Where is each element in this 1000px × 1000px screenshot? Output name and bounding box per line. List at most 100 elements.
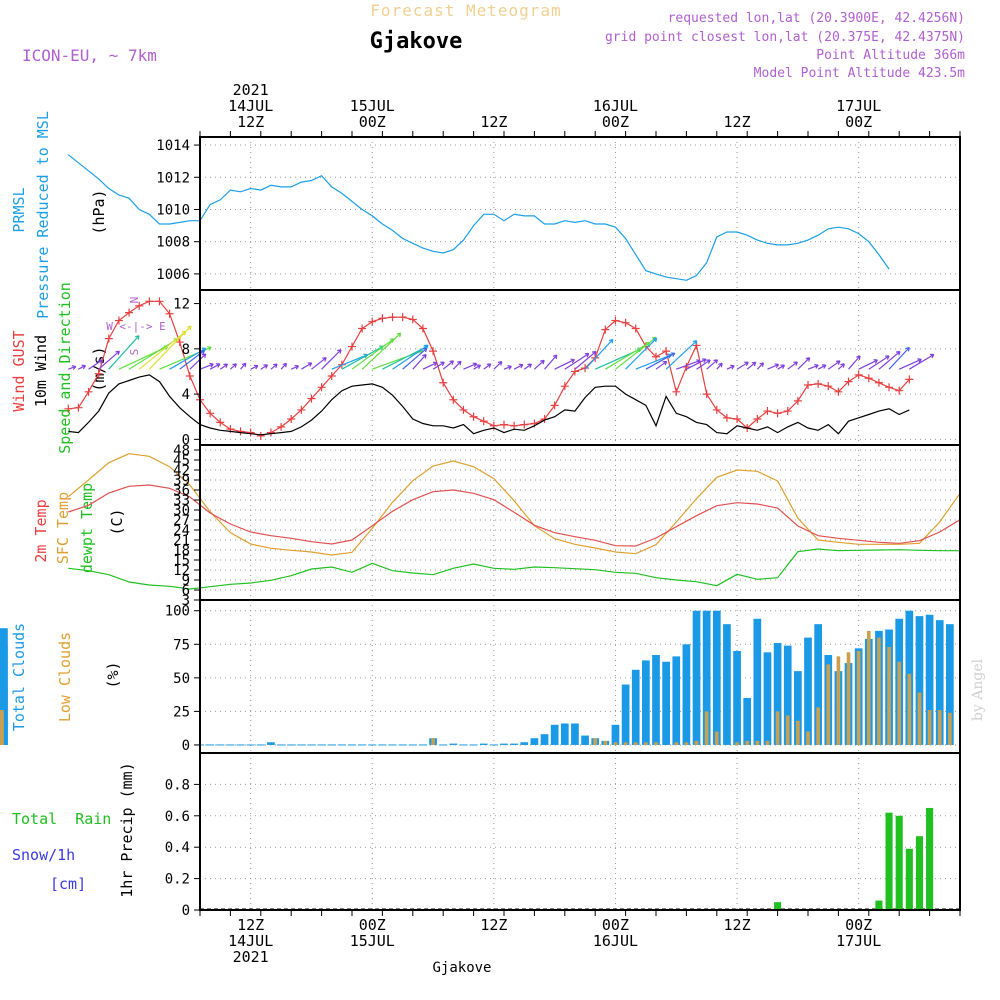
wind-speed-line <box>68 374 910 436</box>
watermark: by Angel <box>970 658 986 721</box>
precip-labels: Total Rain Snow/1h [cm] 1hr Precip (mm) <box>12 762 136 897</box>
wind-arrow-33 <box>402 347 428 370</box>
gust-marker-63 <box>702 390 711 399</box>
gust-marker-38 <box>449 395 458 404</box>
rain-bar-81 <box>885 812 893 910</box>
gust-marker-48 <box>550 401 559 410</box>
wind-arrow-83 <box>909 353 935 370</box>
gust-marker-9 <box>155 297 164 306</box>
low-cloud-bar-72 <box>796 720 800 745</box>
wind-10m-label: 10m Wind <box>32 335 50 407</box>
low-cloud-bar-81 <box>887 646 891 745</box>
wind-arrow-22 <box>290 364 299 370</box>
total-cloud-bar-67 <box>743 697 752 745</box>
gust-marker-68 <box>753 414 762 423</box>
wind-arrow-18 <box>250 364 259 370</box>
info-line-3: Point Altitude 366m <box>816 48 965 63</box>
total-cloud-bar-73 <box>804 637 812 745</box>
total-cloud-bar-85 <box>925 614 934 745</box>
low-cloud-bar-36 <box>431 738 435 745</box>
wind-arrow-55 <box>625 337 658 370</box>
total-cloud-bar-41 <box>479 743 488 745</box>
wind-arrow-23 <box>301 362 313 370</box>
wind-arrow-61 <box>686 358 707 370</box>
low-cloud-bar-70 <box>775 711 780 745</box>
total-cloud-bar-58 <box>652 655 660 745</box>
wind-arrow-40 <box>473 364 482 370</box>
low-cloud-bar-79 <box>866 630 871 745</box>
low-cloud-bar-85 <box>927 710 932 745</box>
ytick-label-0-3: 1012 <box>156 170 190 186</box>
total-clouds-label: Total Clouds <box>10 623 28 731</box>
ytick-label-4-1: 0.2 <box>165 872 190 888</box>
wind-arrow-2 <box>88 359 103 370</box>
gust-marker-69 <box>763 407 772 416</box>
cloud-labels: Total Clouds Low Clouds (%) <box>10 623 122 731</box>
gust-marker-74 <box>814 379 823 388</box>
compass-south: S <box>128 349 141 356</box>
clouds-unit: (%) <box>104 661 122 688</box>
snow-label: Snow/1h <box>12 846 75 864</box>
gust-marker-24 <box>307 394 316 403</box>
bottom-time-label-0-0: 12Z <box>237 916 264 934</box>
wind-arrow-81 <box>888 346 910 370</box>
ytick-label-2-2: 9 <box>182 573 190 589</box>
t2m-label: 2m Temp <box>32 499 50 562</box>
gust-marker-4 <box>104 334 113 343</box>
wind-arrow-19 <box>260 364 269 370</box>
data-layer <box>0 154 961 910</box>
wind-arrow-13 <box>199 362 214 370</box>
info-line-4: Model Point Altitude 423.5m <box>754 66 965 81</box>
footer-location: Gjakove <box>432 960 491 976</box>
ytick-label-4-2: 0.4 <box>165 840 190 856</box>
total-cloud-bar-87 <box>946 624 954 745</box>
wind-arrow-27 <box>341 345 384 370</box>
gust-marker-35 <box>418 324 427 333</box>
gust-marker-60 <box>672 387 681 396</box>
rain-bar-85 <box>926 807 934 910</box>
axes-layer: 1006100810101012101404812369121518212427… <box>156 81 961 966</box>
gust-marker-14 <box>206 409 215 418</box>
low-cloud-bar-76 <box>836 656 841 745</box>
gust-marker-7 <box>135 301 144 310</box>
wind-arrow-34 <box>412 353 427 370</box>
wind-arrow-70 <box>777 364 786 370</box>
total-cloud-bar-74 <box>814 624 822 745</box>
info-line-2: grid point closest lon,lat (20.375E, 42.… <box>605 30 965 45</box>
ytick-label-2-15: 48 <box>173 443 190 459</box>
ytick-label-2-7: 24 <box>173 523 190 539</box>
low-cloud-bar-66 <box>735 742 739 745</box>
total-cloud-bar-71 <box>783 645 792 745</box>
wind-arrow-50 <box>574 350 597 370</box>
pressure-label-1: PRMSL <box>10 187 28 232</box>
total-cloud-bar-68 <box>753 618 762 745</box>
wind-arrow-69 <box>767 363 780 370</box>
bottom-time-label-0-2: 2021 <box>233 948 269 966</box>
rain-bar-83 <box>905 848 913 910</box>
t2m-line <box>68 484 961 547</box>
gust-marker-2 <box>84 387 93 396</box>
ytick-label-4-0: 0 <box>182 903 190 919</box>
wind-gust-label: Wind GUST <box>10 330 28 411</box>
wind-arrow-75 <box>827 360 841 370</box>
total-cloud-bar-44 <box>510 743 518 745</box>
total-cloud-bar-57 <box>642 660 650 745</box>
total-cloud-bar-61 <box>682 644 691 745</box>
model-label: ICON-EU, ~ 7km <box>22 46 157 65</box>
info-line-1: requested lon,lat (20.3900E, 42.4256N) <box>668 11 965 26</box>
gust-marker-51 <box>581 364 590 373</box>
rain-bar-80 <box>875 900 883 910</box>
grid-layer <box>200 137 960 910</box>
low-cloud-bar-84 <box>917 692 922 745</box>
gust-marker-8 <box>145 297 154 306</box>
gust-marker-23 <box>297 405 306 414</box>
pressure-unit: (hPa) <box>90 189 108 234</box>
low-cloud-bar-61 <box>684 742 689 745</box>
ytick-label-2-8: 27 <box>173 513 190 529</box>
low-cloud-bar-78 <box>856 651 861 745</box>
ytick-label-4-4: 0.8 <box>165 777 190 793</box>
wind-arrow-64 <box>716 362 723 370</box>
gust-marker-5 <box>114 316 123 325</box>
gust-marker-0 <box>64 404 73 413</box>
